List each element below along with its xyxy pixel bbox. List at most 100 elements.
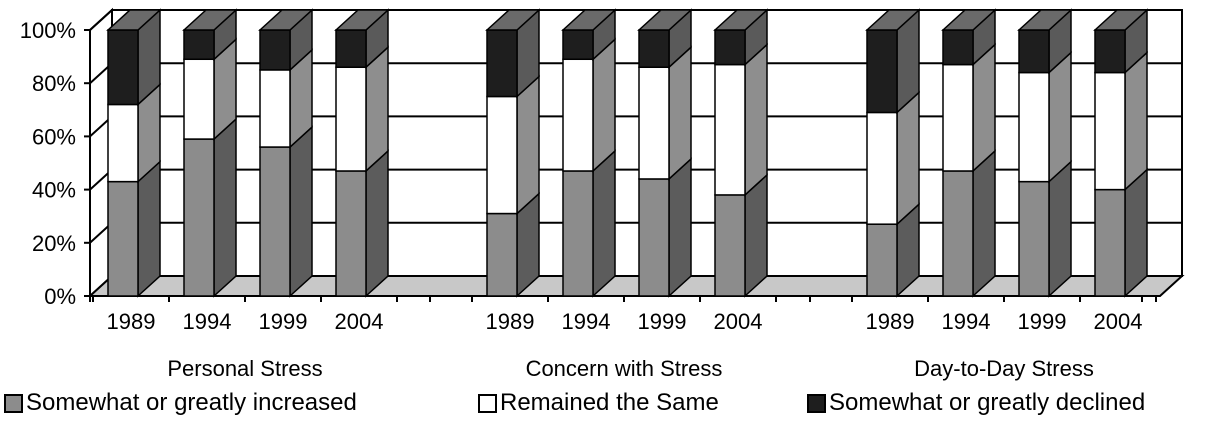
bar-side-remained-the-same	[1124, 50, 1148, 192]
bar-segment-somewhat-or-greatly-declined	[107, 29, 139, 106]
x-tick-label: 1989	[486, 309, 535, 334]
bar-side-remained-the-same	[668, 45, 692, 181]
x-tick-label: 1989	[107, 309, 156, 334]
bar-segment-remained-the-same	[1018, 71, 1050, 183]
gridline	[89, 168, 1182, 191]
legend-label-same: Remained the Same	[500, 389, 719, 416]
y-tick-label: 40%	[32, 178, 76, 203]
bar-side-remained-the-same	[516, 74, 540, 216]
legend-label-declined: Somewhat or greatly declined	[829, 389, 1146, 416]
bar-top	[713, 9, 769, 31]
bar-segment-somewhat-or-greatly-declined	[638, 29, 670, 68]
x-tick-label: 2004	[714, 309, 763, 334]
bar-segment-somewhat-or-greatly-declined	[183, 29, 215, 61]
bar-segment-somewhat-or-greatly-increased	[866, 223, 898, 297]
bar-segment-somewhat-or-greatly-declined	[1018, 29, 1050, 74]
legend-item-increased: Somewhat or greatly increased	[4, 389, 357, 417]
bar-top	[1093, 9, 1149, 31]
gridline	[89, 115, 1182, 138]
bar-segment-somewhat-or-greatly-increased	[1094, 188, 1126, 297]
bar-top	[182, 9, 238, 31]
bar-segment-somewhat-or-greatly-declined	[714, 29, 746, 66]
x-tick-label: 1989	[866, 309, 915, 334]
bar-top	[1017, 9, 1073, 31]
bar-side-somewhat-or-greatly-increased	[365, 149, 389, 298]
bar-side-remained-the-same	[592, 37, 616, 173]
bar-top	[258, 9, 314, 31]
legend-label-increased: Somewhat or greatly increased	[26, 389, 357, 416]
y-tick-label: 20%	[32, 231, 76, 256]
bar-segment-somewhat-or-greatly-increased	[335, 170, 367, 297]
bar-side-remained-the-same	[1048, 50, 1072, 184]
y-tick-label: 0%	[44, 284, 76, 309]
bar-side-remained-the-same	[972, 42, 996, 173]
gridline	[89, 221, 1182, 244]
legend: Somewhat or greatly increased Remained t…	[0, 389, 1212, 422]
bar-side-somewhat-or-greatly-increased	[744, 173, 768, 298]
bar-segment-somewhat-or-greatly-declined	[335, 29, 367, 68]
x-tick-label: 2004	[1094, 309, 1143, 334]
bar-top	[485, 9, 541, 31]
x-tick-label: 1994	[562, 309, 611, 334]
bar-side-somewhat-or-greatly-increased	[289, 125, 313, 298]
bar-side-somewhat-or-greatly-increased	[668, 157, 692, 298]
bar-segment-somewhat-or-greatly-declined	[259, 29, 291, 71]
bar-top	[865, 9, 921, 31]
bar-top	[334, 9, 390, 31]
bar-side-remained-the-same	[744, 42, 768, 197]
bar-side-somewhat-or-greatly-increased	[592, 149, 616, 298]
x-tick-label: 1999	[1018, 309, 1067, 334]
bar-segment-remained-the-same	[486, 95, 518, 215]
legend-swatch-declined	[807, 393, 826, 413]
bar-top	[106, 9, 162, 31]
y-tick-label: 80%	[32, 71, 76, 96]
gridline	[89, 62, 1182, 84]
bar-segment-somewhat-or-greatly-declined	[866, 29, 898, 114]
bar-segment-somewhat-or-greatly-increased	[714, 194, 746, 297]
bar-segment-remained-the-same	[638, 66, 670, 180]
bar-side-somewhat-or-greatly-increased	[1048, 159, 1072, 298]
bar-segment-somewhat-or-greatly-increased	[638, 178, 670, 297]
bar-side-somewhat-or-greatly-increased	[972, 149, 996, 298]
bar-segment-somewhat-or-greatly-declined	[942, 29, 974, 66]
bar-side-somewhat-or-greatly-increased	[1124, 167, 1148, 298]
group-label: Concern with Stress	[526, 356, 723, 381]
bar-top	[941, 9, 997, 31]
bar-segment-remained-the-same	[1094, 71, 1126, 191]
floor	[87, 275, 1185, 297]
group-label: Day-to-Day Stress	[914, 356, 1094, 381]
bar-segment-remained-the-same	[107, 103, 139, 183]
y-tick-label: 60%	[32, 124, 76, 149]
bar-top	[637, 9, 693, 31]
bar-segment-somewhat-or-greatly-increased	[562, 170, 594, 297]
bar-segment-somewhat-or-greatly-increased	[486, 212, 518, 297]
bar-side-remained-the-same	[896, 90, 920, 226]
bar-segment-somewhat-or-greatly-increased	[183, 138, 215, 297]
legend-item-same: Remained the Same	[478, 389, 719, 417]
x-tick-label: 2004	[335, 309, 384, 334]
bar-segment-somewhat-or-greatly-increased	[1018, 180, 1050, 297]
bar-side-somewhat-or-greatly-increased	[213, 117, 237, 298]
x-tick-label: 1994	[183, 309, 232, 334]
bar-side-remained-the-same	[365, 45, 389, 173]
y-tick-label: 100%	[20, 18, 76, 43]
bar-segment-remained-the-same	[259, 69, 291, 148]
bar-segment-somewhat-or-greatly-increased	[942, 170, 974, 297]
bar-segment-somewhat-or-greatly-declined	[562, 29, 594, 61]
legend-swatch-increased	[4, 393, 23, 413]
x-tick-label: 1999	[638, 309, 687, 334]
bar-segment-somewhat-or-greatly-increased	[259, 146, 291, 297]
x-tick-label: 1994	[942, 309, 991, 334]
group-label: Personal Stress	[167, 356, 322, 381]
bar-segment-remained-the-same	[714, 63, 746, 196]
bar-segment-remained-the-same	[335, 66, 367, 172]
bar-top	[561, 9, 617, 31]
x-tick-label: 1999	[259, 309, 308, 334]
bar-segment-remained-the-same	[866, 111, 898, 225]
gridline	[89, 9, 1182, 31]
legend-swatch-same	[478, 393, 497, 413]
bar-segment-remained-the-same	[562, 58, 594, 172]
bar-segment-remained-the-same	[183, 58, 215, 140]
legend-item-declined: Somewhat or greatly declined	[807, 389, 1145, 417]
